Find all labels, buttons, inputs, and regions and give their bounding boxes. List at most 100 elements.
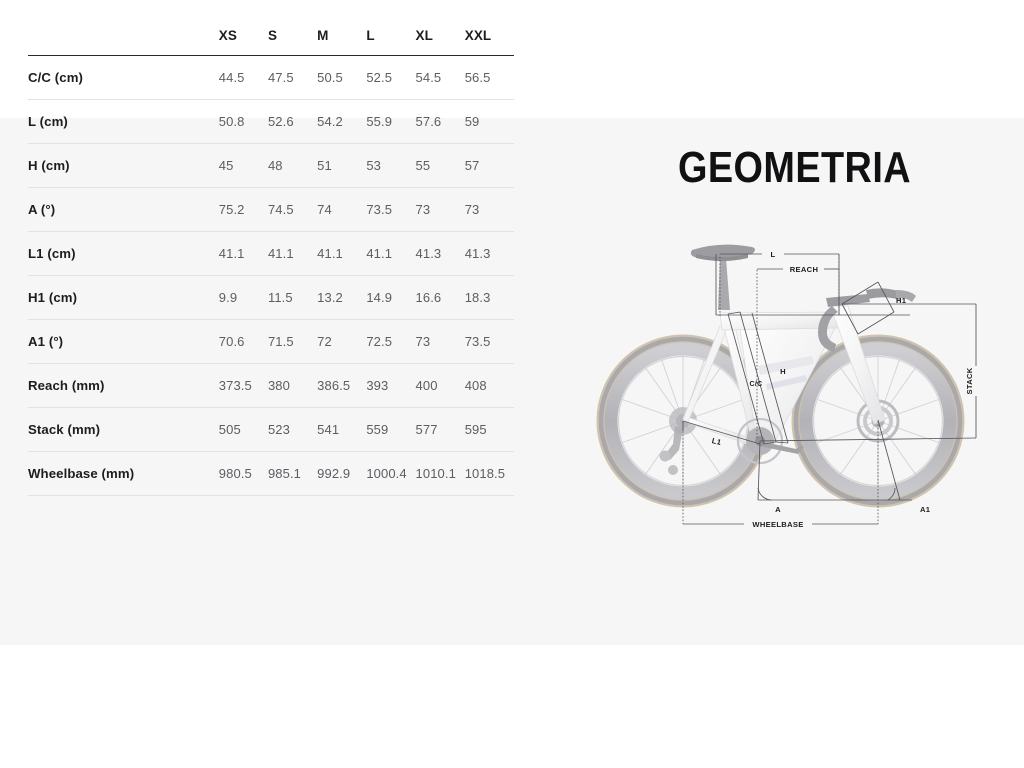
page-title: GEOMETRIA xyxy=(678,143,912,192)
row-label: A1 (°) xyxy=(28,319,219,364)
table-header-row: XS S M L XL XXL xyxy=(28,28,514,56)
cell-value: 55 xyxy=(415,143,465,188)
dimension-label-h: H xyxy=(780,367,786,376)
cell-value: 386.5 xyxy=(317,363,367,408)
cell-value: 985.1 xyxy=(267,451,318,496)
cell-value: 51 xyxy=(317,143,367,188)
table-row: Reach (mm) 373.5 380 386.5 393 400 408 xyxy=(28,363,514,408)
cell-value: 41.1 xyxy=(267,231,318,276)
row-label: Reach (mm) xyxy=(28,363,219,408)
cell-value: 505 xyxy=(218,407,268,452)
cell-value: 559 xyxy=(366,407,416,452)
geometry-table: XS S M L XL XXL C/C (cm) 44.5 47.5 50.5 … xyxy=(28,28,514,496)
row-label: L1 (cm) xyxy=(28,231,219,276)
cell-value: 41.3 xyxy=(464,231,514,276)
road-bike-geometry-diagram: L REACH H1 STACK C/C H L1 A A1 WHEELBASE xyxy=(580,238,1024,538)
dimension-label-l: L xyxy=(771,250,776,259)
cell-value: 50.8 xyxy=(218,99,268,144)
table-row: C/C (cm) 44.5 47.5 50.5 52.5 54.5 56.5 xyxy=(28,55,514,100)
cell-value: 13.2 xyxy=(317,275,367,320)
column-header-xl: XL xyxy=(415,28,433,43)
cell-value: 1000.4 xyxy=(366,451,416,496)
cell-value: 16.6 xyxy=(415,275,465,320)
cell-value: 45 xyxy=(218,143,268,188)
dimension-label-stack: STACK xyxy=(965,367,974,394)
cell-value: 47.5 xyxy=(267,55,318,100)
cell-value: 54.2 xyxy=(317,99,367,144)
column-header-l: L xyxy=(366,28,375,43)
cell-value: 57.6 xyxy=(415,99,465,144)
column-header-xxl: XXL xyxy=(464,28,492,43)
cell-value: 41.1 xyxy=(366,231,416,276)
cell-value: 595 xyxy=(464,407,514,452)
row-label: C/C (cm) xyxy=(28,55,219,100)
cell-value: 59 xyxy=(464,99,514,144)
cell-value: 373.5 xyxy=(218,363,268,408)
cell-value: 14.9 xyxy=(366,275,416,320)
cell-value: 577 xyxy=(415,407,465,452)
column-header-m: M xyxy=(317,28,329,43)
cell-value: 980.5 xyxy=(218,451,268,496)
cell-value: 55.9 xyxy=(366,99,416,144)
cell-value: 73.5 xyxy=(464,319,514,364)
row-label: Stack (mm) xyxy=(28,407,219,452)
cell-value: 400 xyxy=(415,363,465,408)
table-row: H (cm) 45 48 51 53 55 57 xyxy=(28,143,514,188)
cell-value: 73 xyxy=(464,187,514,232)
cell-value: 44.5 xyxy=(218,55,268,100)
cell-value: 73 xyxy=(415,187,465,232)
cell-value: 523 xyxy=(267,407,318,452)
frame xyxy=(682,305,886,445)
table-row: L (cm) 50.8 52.6 54.2 55.9 57.6 59 xyxy=(28,99,514,144)
saddle-and-seatpost xyxy=(690,244,755,310)
table-row: Wheelbase (mm) 980.5 985.1 992.9 1000.4 … xyxy=(28,451,514,496)
row-label: L (cm) xyxy=(28,99,219,144)
handlebar xyxy=(818,288,916,352)
cell-value: 54.5 xyxy=(415,55,465,100)
cell-value: 18.3 xyxy=(464,275,514,320)
table-row: Stack (mm) 505 523 541 559 577 595 xyxy=(28,407,514,452)
dimension-label-l1: L1 xyxy=(711,436,723,447)
cell-value: 53 xyxy=(366,143,416,188)
cell-value: 73.5 xyxy=(366,187,416,232)
cell-value: 408 xyxy=(464,363,514,408)
dimension-label-wheelbase: WHEELBASE xyxy=(752,520,803,529)
cell-value: 393 xyxy=(366,363,416,408)
geometry-table-container: XS S M L XL XXL C/C (cm) 44.5 47.5 50.5 … xyxy=(28,28,514,496)
table-body: C/C (cm) 44.5 47.5 50.5 52.5 54.5 56.5 L… xyxy=(28,55,514,496)
cell-value: 72 xyxy=(317,319,367,364)
dimension-lines xyxy=(682,253,977,525)
cell-value: 52.6 xyxy=(267,99,318,144)
row-label: H (cm) xyxy=(28,143,219,188)
cell-value: 74 xyxy=(317,187,367,232)
geometry-illustration-panel: GEOMETRIA xyxy=(560,0,1024,768)
cell-value: 992.9 xyxy=(317,451,367,496)
cell-value: 41.1 xyxy=(317,231,367,276)
cell-value: 52.5 xyxy=(366,55,416,100)
table-row: H1 (cm) 9.9 11.5 13.2 14.9 16.6 18.3 xyxy=(28,275,514,320)
row-label: H1 (cm) xyxy=(28,275,219,320)
cell-value: 73 xyxy=(415,319,465,364)
column-header-measure xyxy=(28,28,219,56)
column-header-xs: XS xyxy=(218,28,237,43)
cell-value: 71.5 xyxy=(267,319,318,364)
dimension-label-reach: REACH xyxy=(790,265,819,274)
table-row: A1 (°) 70.6 71.5 72 72.5 73 73.5 xyxy=(28,319,514,364)
row-label: Wheelbase (mm) xyxy=(28,451,219,496)
cell-value: 41.3 xyxy=(415,231,465,276)
cell-value: 57 xyxy=(464,143,514,188)
row-label: A (°) xyxy=(28,187,219,232)
cell-value: 1018.5 xyxy=(464,451,514,496)
cell-value: 74.5 xyxy=(267,187,318,232)
cell-value: 72.5 xyxy=(366,319,416,364)
dimension-label-cc: C/C xyxy=(750,381,763,388)
cell-value: 11.5 xyxy=(267,275,318,320)
dimension-label-h1: H1 xyxy=(896,296,907,305)
cell-value: 380 xyxy=(267,363,318,408)
cell-value: 1010.1 xyxy=(415,451,465,496)
dimension-label-a: A xyxy=(775,505,781,514)
cell-value: 48 xyxy=(267,143,318,188)
table-row: L1 (cm) 41.1 41.1 41.1 41.1 41.3 41.3 xyxy=(28,231,514,276)
cell-value: 41.1 xyxy=(218,231,268,276)
